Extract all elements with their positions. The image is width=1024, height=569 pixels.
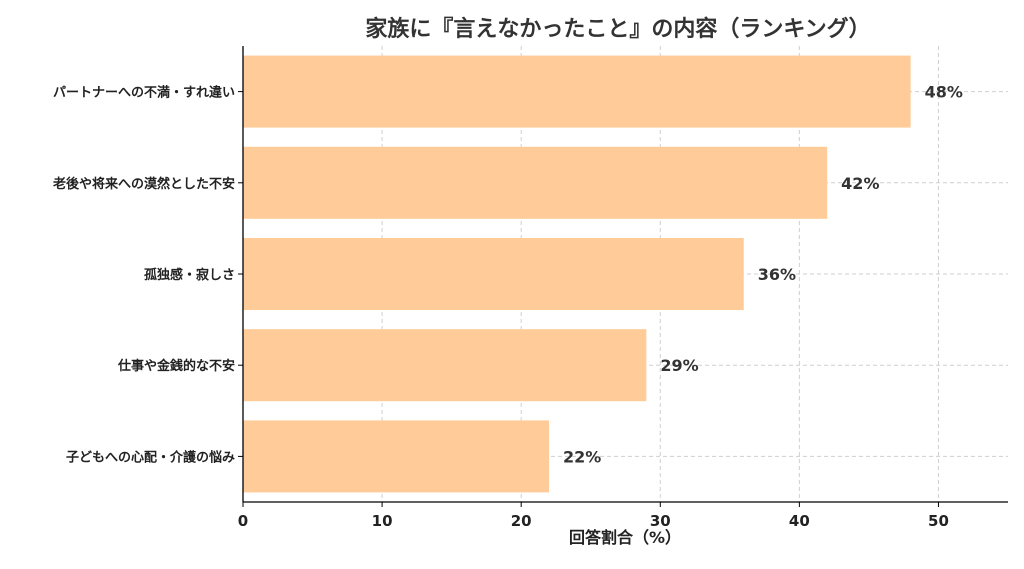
bar [243, 55, 911, 128]
bars [243, 55, 911, 493]
bar-value-label: 29% [660, 356, 698, 375]
bar-value-label: 22% [563, 447, 601, 466]
x-tick-label: 10 [372, 512, 393, 530]
category-label: 子どもへの心配・介護の悩み [66, 449, 235, 465]
category-label: 孤独感・寂しさ [144, 267, 235, 283]
x-tick-label: 30 [650, 512, 671, 530]
x-tick-label: 40 [789, 512, 810, 530]
x-tick-label: 0 [238, 512, 248, 530]
x-tick-labels: 0 10 20 30 40 50 [238, 502, 949, 530]
x-tick-label: 50 [928, 512, 949, 530]
category-label: 仕事や金銭的な不安 [117, 358, 235, 374]
value-labels: 48% 42% 36% 29% 22% [563, 83, 963, 467]
bar [243, 237, 744, 311]
bar [243, 420, 549, 493]
bar-value-label: 36% [758, 265, 796, 284]
category-label: 老後や将来への漠然とした不安 [52, 176, 235, 192]
category-labels: パートナーへの不満・すれ違い老後や将来への漠然とした不安孤独感・寂しさ仕事や金銭… [52, 85, 243, 465]
category-label: パートナーへの不満・すれ違い [53, 85, 235, 101]
bar-value-label: 42% [841, 174, 879, 193]
x-axis-title: 回答割合（%） [569, 528, 681, 547]
x-tick-label: 20 [511, 512, 532, 530]
bar [243, 329, 647, 402]
bar-value-label: 48% [925, 83, 963, 102]
bar [243, 146, 828, 219]
chart-title: 家族に『言えなかったこと』の内容（ランキング） [365, 16, 870, 42]
